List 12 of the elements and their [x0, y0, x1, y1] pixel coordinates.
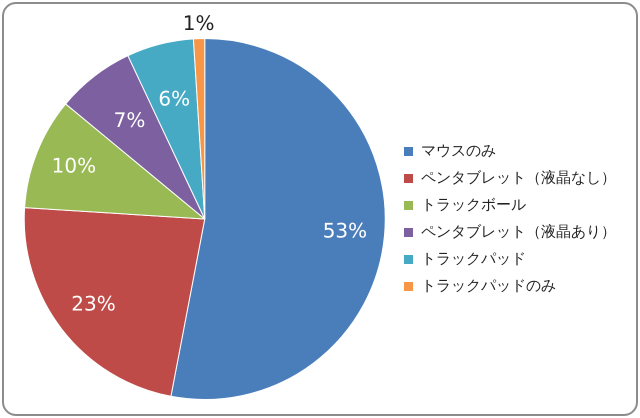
legend-label: トラックパッド: [421, 249, 526, 268]
data-label: 23%: [71, 291, 116, 316]
data-label: 6%: [158, 86, 190, 110]
legend-label: ペンタブレット（液晶あり）: [421, 222, 616, 240]
legend-label: トラックパッドのみ: [421, 276, 556, 294]
data-label: 53%: [322, 218, 368, 242]
legend-label: ペンタブレット（液晶なし）: [421, 168, 616, 186]
data-label: 7%: [114, 108, 146, 132]
legend-label: トラックボール: [421, 195, 526, 214]
legend-label: マウスのみ: [421, 141, 496, 160]
data-label: 10%: [52, 153, 96, 178]
data-label: 1%: [182, 10, 215, 35]
